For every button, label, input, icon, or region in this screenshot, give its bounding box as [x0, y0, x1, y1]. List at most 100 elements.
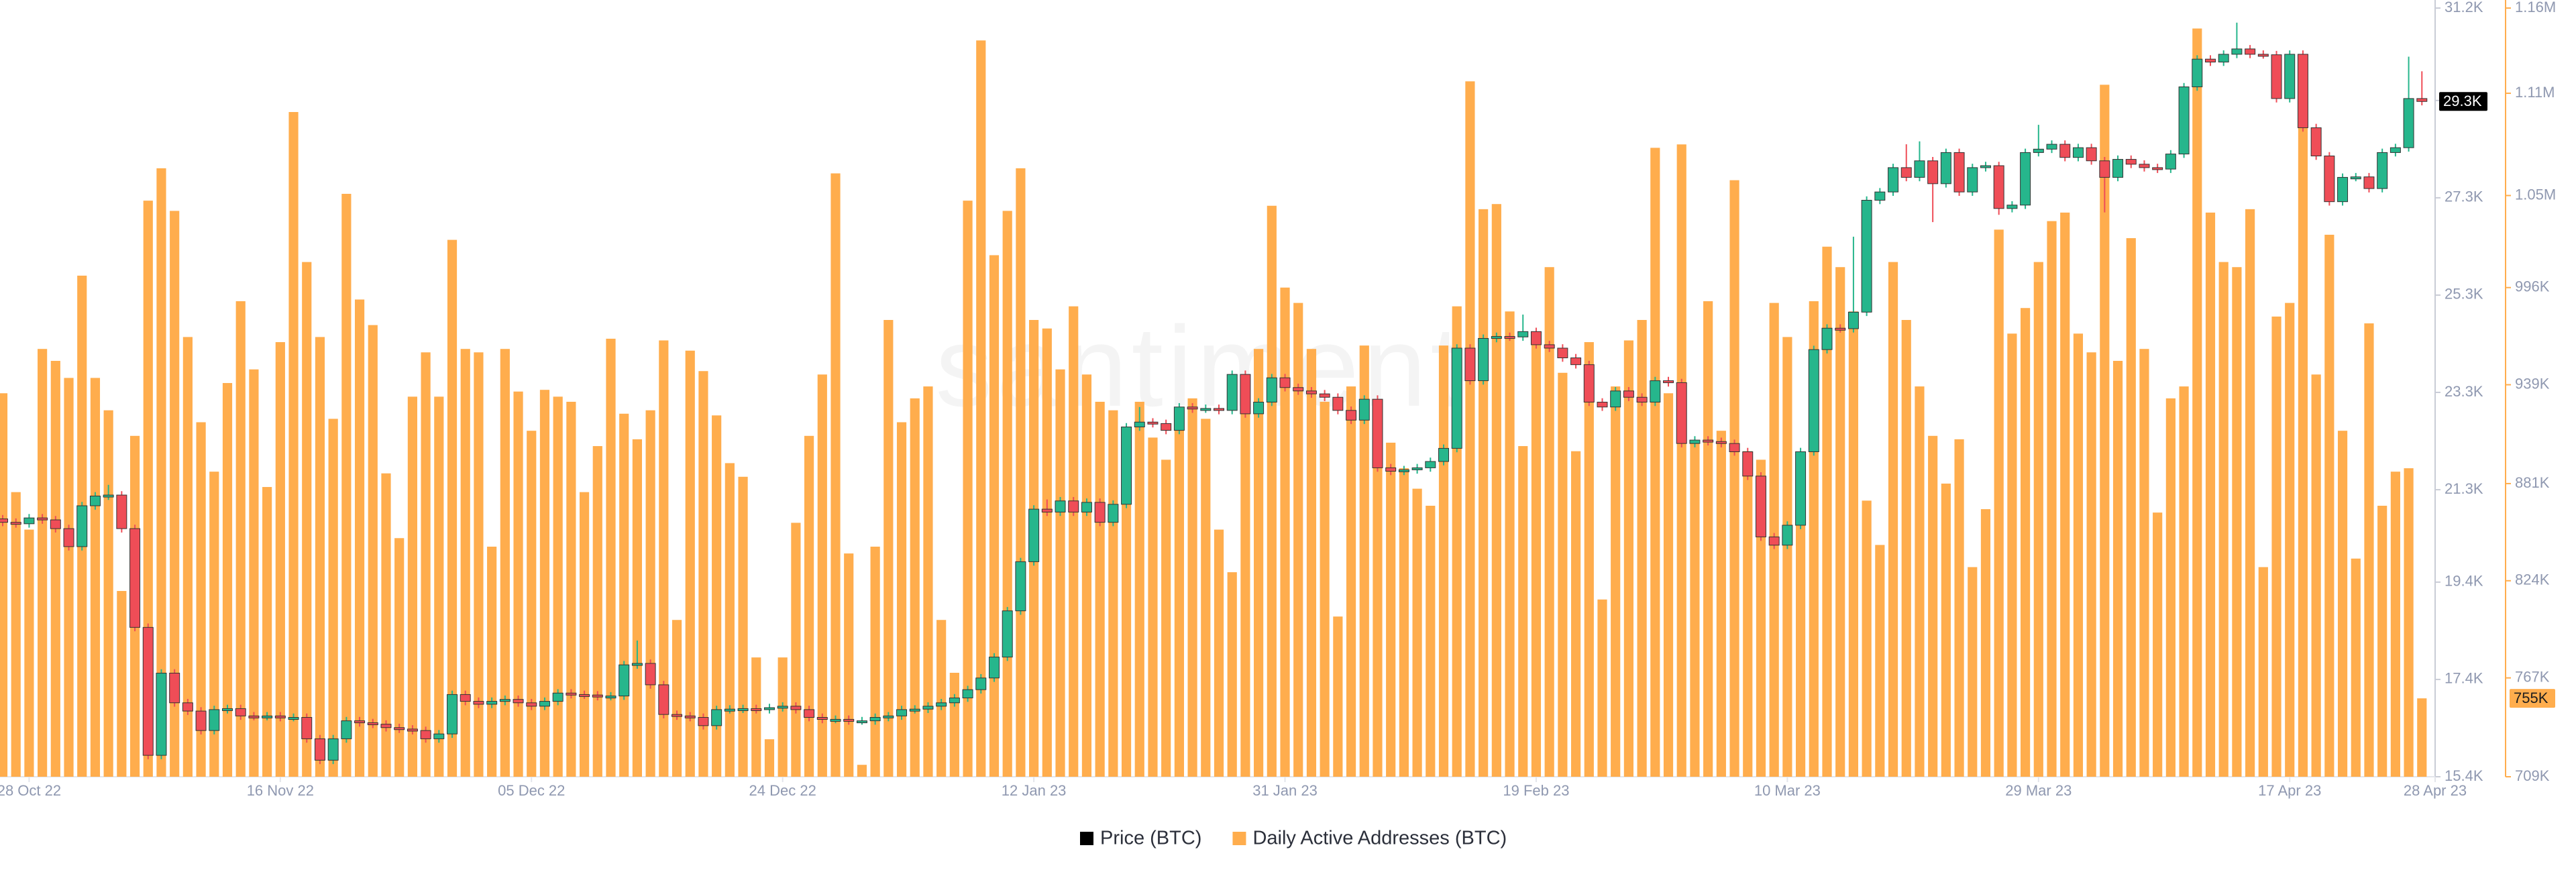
bar	[1756, 459, 1766, 777]
candle-body	[896, 709, 908, 716]
candle-body	[2072, 147, 2084, 158]
bar	[249, 369, 259, 777]
candle-body	[1504, 336, 1515, 339]
candle-body	[1636, 396, 1648, 403]
bar	[672, 620, 682, 777]
bar	[1980, 509, 1991, 777]
bar	[460, 349, 470, 777]
candle-body	[0, 519, 8, 523]
y-tick-label: 25.3K	[2445, 286, 2483, 303]
candle-body	[513, 699, 524, 704]
candle-body	[962, 689, 973, 698]
bar	[989, 255, 1000, 777]
candle-body	[790, 706, 802, 710]
bar	[1386, 442, 1396, 777]
candle-body	[1782, 525, 1793, 546]
candle-body	[420, 730, 431, 739]
bar	[2153, 512, 2163, 777]
bar	[910, 398, 920, 777]
candle-body	[1226, 374, 1238, 411]
candle-body	[499, 699, 511, 702]
bar	[1518, 446, 1528, 777]
bar	[2060, 212, 2070, 777]
candle-body	[2310, 127, 2322, 156]
y2-tick-label: 1.16M	[2515, 0, 2556, 15]
candle-body	[1940, 152, 1951, 184]
candle-body	[2363, 176, 2375, 189]
bar	[764, 739, 775, 777]
candle-body	[1200, 408, 1212, 411]
bar	[553, 396, 563, 777]
bar	[2100, 85, 2110, 777]
x-tick-label: 28 Oct 22	[0, 782, 61, 799]
candle-body	[711, 709, 722, 726]
candle-body	[830, 718, 841, 722]
candle-body	[1623, 390, 1634, 398]
bar	[527, 431, 537, 777]
bar	[2404, 468, 2414, 777]
bar	[1795, 473, 1806, 777]
candle-body	[2059, 144, 2071, 158]
bar	[434, 396, 444, 777]
bar	[275, 342, 285, 777]
candle-body	[2337, 176, 2349, 203]
x-tick-label: 31 Jan 23	[1252, 782, 1318, 799]
bar	[1994, 229, 2004, 777]
candle-body	[1134, 421, 1145, 427]
candle-body	[10, 522, 21, 525]
candle-body	[1900, 167, 1912, 178]
candle-body	[2257, 54, 2269, 57]
candle-body	[1438, 447, 1449, 462]
candle-body	[222, 708, 233, 711]
bar	[50, 360, 60, 777]
bar	[2112, 360, 2123, 777]
candle-body	[1663, 380, 1674, 384]
candle-body	[989, 657, 1000, 679]
candle-body	[672, 714, 683, 717]
candle-body	[1121, 426, 1132, 505]
bar	[1782, 337, 1792, 777]
bar	[579, 492, 590, 777]
candle-body	[195, 710, 207, 731]
y-tick-label: 15.4K	[2445, 767, 2483, 784]
candle-body	[552, 692, 564, 702]
y2-tick-label: 939K	[2515, 375, 2550, 392]
bar	[500, 349, 510, 777]
bar	[1888, 262, 1898, 777]
candle-body	[909, 708, 920, 712]
bar	[1822, 246, 1832, 777]
candle-body	[1967, 167, 1978, 193]
bar	[24, 529, 34, 777]
candle-body	[2086, 147, 2097, 162]
candle-body	[248, 715, 260, 718]
candle-body	[76, 505, 88, 547]
bar	[2007, 333, 2017, 777]
candle-body	[698, 717, 709, 726]
bar	[235, 301, 246, 777]
bar	[724, 463, 735, 777]
bar	[1465, 81, 1475, 777]
bar	[645, 410, 655, 777]
candle-body	[1821, 327, 1833, 350]
bar	[949, 672, 959, 777]
candle-body	[1491, 336, 1502, 339]
bar	[288, 112, 299, 777]
bar	[606, 338, 616, 777]
bar	[1968, 567, 1978, 777]
candle-body	[1544, 344, 1555, 349]
bar	[2364, 323, 2374, 777]
bar	[1055, 369, 1065, 777]
bar	[341, 193, 352, 777]
bar	[883, 320, 894, 777]
bar	[262, 487, 272, 777]
candle-body	[182, 702, 193, 712]
candle-body	[235, 708, 246, 716]
candle-body	[1729, 443, 1740, 452]
x-tick-label: 17 Apr 23	[2258, 782, 2321, 799]
candle-body	[1240, 374, 1251, 415]
candle-body	[1517, 331, 1529, 337]
bar	[90, 378, 101, 777]
bar	[592, 446, 602, 777]
candle-body	[1372, 398, 1383, 468]
